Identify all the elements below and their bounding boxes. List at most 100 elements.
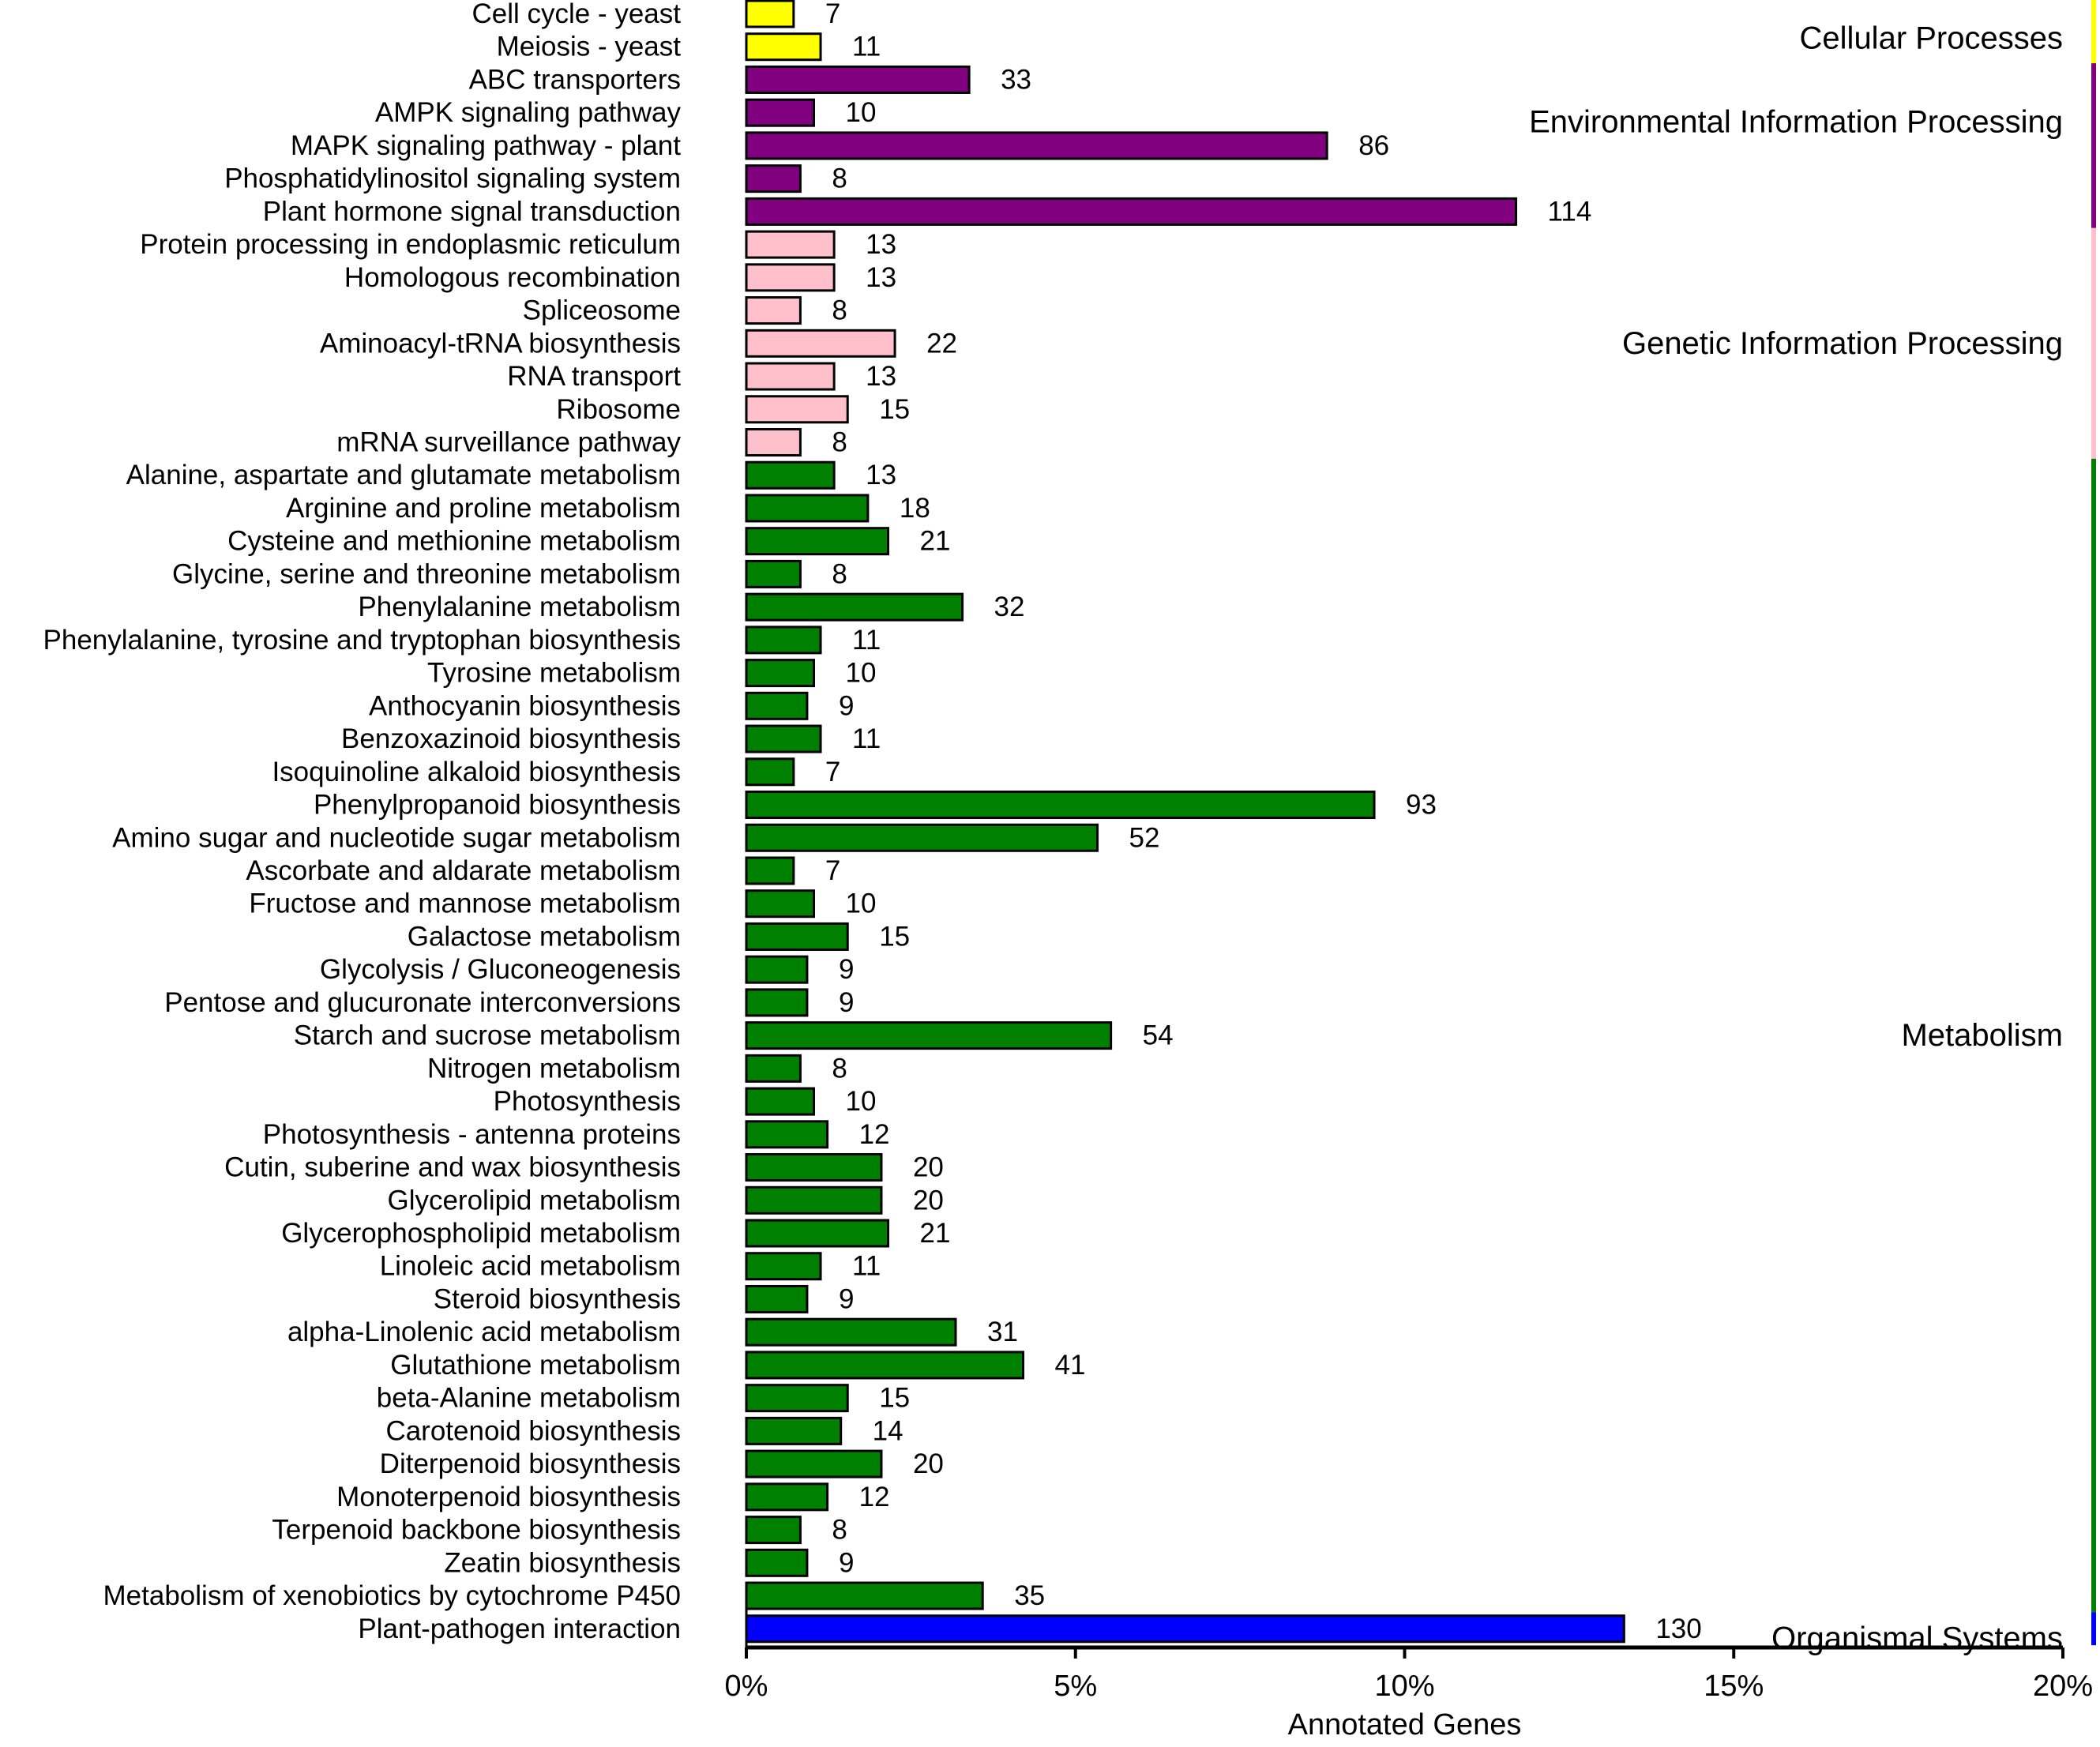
category-label: Isoquinoline alkaloid biosynthesis bbox=[272, 757, 681, 787]
category-label: Aminoacyl-tRNA biosynthesis bbox=[320, 328, 681, 359]
value-label: 8 bbox=[832, 163, 847, 194]
bar bbox=[745, 164, 802, 193]
bar bbox=[745, 1185, 883, 1215]
value-label: 18 bbox=[900, 493, 930, 524]
value-label: 32 bbox=[994, 592, 1025, 622]
bar bbox=[745, 98, 815, 127]
value-label: 15 bbox=[879, 1383, 910, 1414]
x-tick-label: 0% bbox=[725, 1670, 768, 1703]
category-label: Glycolysis / Gluconeogenesis bbox=[320, 954, 681, 985]
category-label: Fructose and mannose metabolism bbox=[249, 889, 681, 919]
category-label: Metabolism of xenobiotics by cytochrome … bbox=[103, 1580, 681, 1611]
bar bbox=[745, 296, 802, 325]
value-label: 54 bbox=[1143, 1020, 1174, 1051]
group-strip bbox=[2091, 1612, 2096, 1646]
bar bbox=[745, 592, 964, 622]
bar bbox=[745, 1614, 1625, 1644]
bar bbox=[745, 263, 836, 292]
category-label: Diterpenoid biosynthesis bbox=[380, 1448, 681, 1479]
value-label: 14 bbox=[873, 1415, 903, 1446]
category-label: Galactose metabolism bbox=[408, 921, 681, 952]
value-label: 33 bbox=[1001, 64, 1031, 95]
category-label: Meiosis - yeast bbox=[497, 32, 682, 62]
value-label: 9 bbox=[839, 690, 854, 721]
category-label: alpha-Linolenic acid metabolism bbox=[287, 1317, 681, 1347]
value-label: 20 bbox=[913, 1152, 944, 1183]
value-label: 52 bbox=[1129, 822, 1160, 853]
value-label: 114 bbox=[1548, 196, 1592, 227]
bar bbox=[745, 791, 1376, 820]
value-label: 21 bbox=[920, 1218, 951, 1249]
bar bbox=[745, 1120, 829, 1149]
value-label: 11 bbox=[852, 625, 881, 656]
category-label: Cysteine and methionine metabolism bbox=[227, 526, 681, 557]
category-label: beta-Alanine metabolism bbox=[377, 1383, 681, 1414]
category-label: Glutathione metabolism bbox=[390, 1350, 681, 1381]
category-label: ABC transporters bbox=[469, 64, 681, 95]
bar bbox=[745, 724, 822, 753]
value-label: 86 bbox=[1358, 130, 1389, 161]
category-label: Starch and sucrose metabolism bbox=[294, 1020, 681, 1051]
value-label: 35 bbox=[1014, 1580, 1045, 1611]
value-label: 11 bbox=[852, 32, 881, 62]
bar bbox=[745, 1581, 984, 1610]
value-label: 13 bbox=[866, 229, 896, 260]
bar bbox=[745, 1087, 815, 1116]
x-tick-label: 10% bbox=[1374, 1670, 1434, 1703]
bar bbox=[745, 1548, 809, 1577]
category-label: mRNA surveillance pathway bbox=[336, 426, 681, 457]
category-label: Glycerophospholipid metabolism bbox=[281, 1218, 681, 1249]
bar bbox=[745, 922, 849, 951]
value-label: 10 bbox=[845, 889, 876, 919]
value-label: 22 bbox=[926, 328, 957, 359]
bar bbox=[745, 856, 795, 885]
bar bbox=[745, 1416, 843, 1445]
category-label: Glycine, serine and threonine metabolism bbox=[172, 558, 681, 589]
bar bbox=[745, 197, 1518, 226]
value-label: 13 bbox=[866, 262, 896, 293]
category-label: Photosynthesis - antenna proteins bbox=[263, 1119, 681, 1150]
category-label: Plant hormone signal transduction bbox=[263, 196, 681, 227]
category-label: Cell cycle - yeast bbox=[471, 0, 681, 29]
bar bbox=[745, 1021, 1113, 1050]
category-label: Phosphatidylinositol signaling system bbox=[224, 163, 681, 194]
value-label: 10 bbox=[845, 658, 876, 689]
bar bbox=[745, 1351, 1024, 1380]
value-labels: 7113310868114131382213158131821832111091… bbox=[825, 0, 1702, 1644]
category-label: MAPK signaling pathway - plant bbox=[291, 130, 681, 161]
category-label: Amino sugar and nucleotide sugar metabol… bbox=[112, 822, 681, 853]
value-label: 21 bbox=[920, 526, 951, 557]
value-label: 20 bbox=[913, 1185, 944, 1215]
category-label: AMPK signaling pathway bbox=[375, 97, 682, 128]
x-tick-label: 20% bbox=[2033, 1670, 2093, 1703]
bar bbox=[745, 131, 1328, 160]
value-label: 8 bbox=[832, 1053, 847, 1084]
bar bbox=[745, 527, 890, 556]
bar bbox=[745, 955, 809, 984]
category-label: Pentose and glucuronate interconversions bbox=[164, 987, 681, 1018]
category-label: Alanine, aspartate and glutamate metabol… bbox=[126, 460, 681, 490]
category-label: RNA transport bbox=[507, 361, 681, 392]
category-label: Nitrogen metabolism bbox=[427, 1053, 681, 1084]
bar bbox=[745, 329, 896, 358]
category-label: Benzoxazinoid biosynthesis bbox=[341, 723, 681, 754]
bar bbox=[745, 823, 1099, 852]
bar bbox=[745, 1449, 883, 1478]
value-label: 12 bbox=[859, 1482, 890, 1512]
x-axis-title: Annotated Genes bbox=[1288, 1708, 1522, 1741]
category-label: Anthocyanin biosynthesis bbox=[369, 690, 681, 721]
group-label: Environmental Information Processing bbox=[1529, 104, 2063, 139]
bar bbox=[745, 1482, 829, 1512]
category-label: Homologous recombination bbox=[344, 262, 681, 293]
bar bbox=[745, 494, 870, 523]
value-label: 9 bbox=[839, 987, 854, 1018]
category-label: Spliceosome bbox=[523, 295, 681, 326]
bar bbox=[745, 230, 836, 259]
bar bbox=[745, 1054, 802, 1083]
category-label: Steroid biosynthesis bbox=[434, 1283, 681, 1314]
bar bbox=[745, 659, 815, 688]
group-strip bbox=[2091, 227, 2096, 459]
bar bbox=[745, 1252, 822, 1281]
